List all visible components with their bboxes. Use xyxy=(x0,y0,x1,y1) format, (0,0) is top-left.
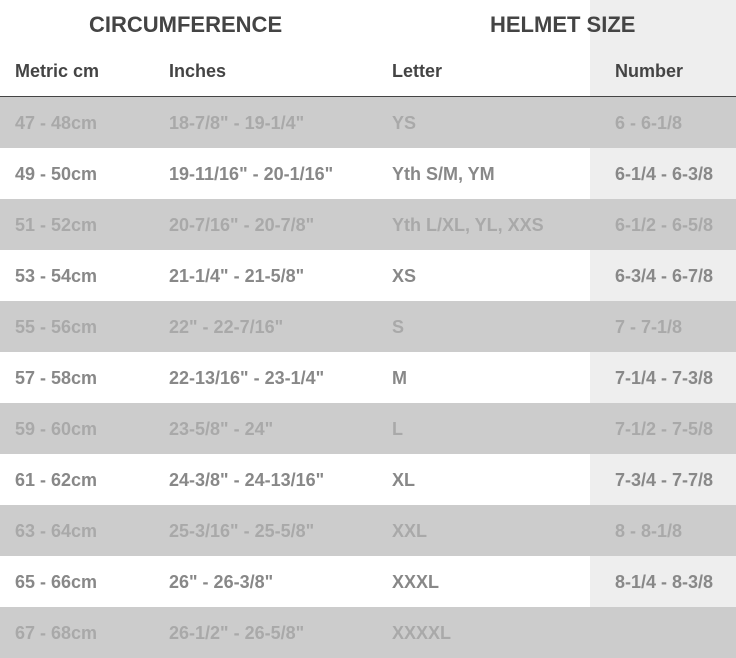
header-letter: Letter xyxy=(392,61,443,81)
size-table-body: 47 - 48cm 18-7/8" - 19-1/4" YS 6 - 6-1/8 49 … xyxy=(0,97,736,658)
metric-cell: 53 - 54cm xyxy=(15,266,98,286)
metric-cell: 49 - 50cm xyxy=(15,164,98,184)
number-cell: 6-1/2 - 6-5/8 xyxy=(615,215,714,235)
header-inches: Inches xyxy=(169,61,227,81)
table-row: 65 - 66cm 26" - 26-3/8" XXXL 8-1/4 - 8-3/8 xyxy=(0,556,736,607)
metric-cell: 65 - 66cm xyxy=(15,572,98,592)
header-divider xyxy=(0,96,736,97)
inches-cell: 19-11/16" - 20-1/16" xyxy=(169,164,334,184)
letter-cell: L xyxy=(392,419,403,439)
metric-cell: 51 - 52cm xyxy=(15,215,98,235)
header-metric: Metric cm xyxy=(15,61,100,81)
letter-cell: M xyxy=(392,368,407,388)
inches-cell: 18-7/8" - 19-1/4" xyxy=(169,113,305,133)
number-cell: 6-1/4 - 6-3/8 xyxy=(615,164,714,184)
letter-cell: XXXL xyxy=(392,572,440,592)
number-cell: 7-3/4 - 7-7/8 xyxy=(615,470,714,490)
table-row: 49 - 50cm 19-11/16" - 20-1/16" Yth S/M, YM… xyxy=(0,148,736,199)
letter-cell: Yth L/XL, YL, XXS xyxy=(392,215,544,235)
metric-cell: 61 - 62cm xyxy=(15,470,98,490)
metric-cell: 57 - 58cm xyxy=(15,368,98,388)
number-cell: 6 - 6-1/8 xyxy=(615,113,683,133)
number-cell: 8 - 8-1/8 xyxy=(615,521,683,541)
letter-cell: Yth S/M, YM xyxy=(392,164,495,184)
helmet-size-title: HELMET SIZE xyxy=(490,12,636,37)
metric-cell: 67 - 68cm xyxy=(15,623,98,643)
inches-cell: 21-1/4" - 21-5/8" xyxy=(169,266,305,286)
metric-cell: 47 - 48cm xyxy=(15,113,98,133)
table-row: 55 - 56cm 22" - 22-7/16" S 7 - 7-1/8 xyxy=(0,301,736,352)
table-row: 61 - 62cm 24-3/8" - 24-13/16" XL 7-3/4 - 7-… xyxy=(0,454,736,505)
letter-cell: XXL xyxy=(392,521,428,541)
inches-cell: 25-3/16" - 25-5/8" xyxy=(169,521,315,541)
inches-cell: 26" - 26-3/8" xyxy=(169,572,274,592)
number-cell: 7-1/2 - 7-5/8 xyxy=(615,419,714,439)
circumference-title: CIRCUMFERENCE xyxy=(89,12,283,37)
inches-cell: 20-7/16" - 20-7/8" xyxy=(169,215,315,235)
inches-cell: 22-13/16" - 23-1/4" xyxy=(169,368,325,388)
inches-cell: 23-5/8" - 24" xyxy=(169,419,274,439)
inches-cell: 22" - 22-7/16" xyxy=(169,317,284,337)
metric-cell: 59 - 60cm xyxy=(15,419,98,439)
letter-cell: XL xyxy=(392,470,416,490)
letter-cell: S xyxy=(392,317,405,337)
letter-cell: YS xyxy=(392,113,417,133)
number-cell: 8-1/4 - 8-3/8 xyxy=(615,572,714,592)
table-row: 47 - 48cm 18-7/8" - 19-1/4" YS 6 - 6-1/8 xyxy=(0,97,736,148)
table-row: 67 - 68cm 26-1/2" - 26-5/8" XXXXL xyxy=(0,607,736,658)
number-cell: 7 - 7-1/8 xyxy=(615,317,683,337)
table-row: 59 - 60cm 23-5/8" - 24" L 7-1/2 - 7-5/8 xyxy=(0,403,736,454)
metric-cell: 63 - 64cm xyxy=(15,521,98,541)
inches-cell: 26-1/2" - 26-5/8" xyxy=(169,623,305,643)
metric-cell: 55 - 56cm xyxy=(15,317,98,337)
table-row: 53 - 54cm 21-1/4" - 21-5/8" XS 6-3/4 - 6-7/… xyxy=(0,250,736,301)
table-row: 51 - 52cm 20-7/16" - 20-7/8" Yth L/XL, YL,… xyxy=(0,199,736,250)
header-number: Number xyxy=(615,61,684,81)
number-cell: 7-1/4 - 7-3/8 xyxy=(615,368,714,388)
table-row: 63 - 64cm 25-3/16" - 25-5/8" XXL 8 - 8-1/8 xyxy=(0,505,736,556)
number-cell: 6-3/4 - 6-7/8 xyxy=(615,266,714,286)
inches-cell: 24-3/8" - 24-13/16" xyxy=(169,470,325,490)
table-row: 57 - 58cm 22-13/16" - 23-1/4" M 7-1/4 - 7-3… xyxy=(0,352,736,403)
letter-cell: XXXXL xyxy=(392,623,452,643)
letter-cell: XS xyxy=(392,266,417,286)
